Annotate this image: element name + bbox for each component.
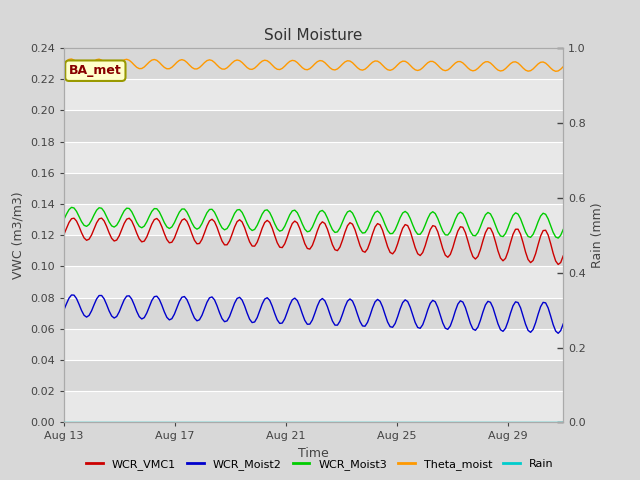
Bar xyxy=(64,360,563,391)
Legend: WCR_VMC1, WCR_Moist2, WCR_Moist3, Theta_moist, Rain: WCR_VMC1, WCR_Moist2, WCR_Moist3, Theta_… xyxy=(82,455,558,474)
Bar xyxy=(64,48,563,79)
Y-axis label: VWC (m3/m3): VWC (m3/m3) xyxy=(12,192,24,279)
Bar xyxy=(64,266,563,298)
Bar xyxy=(64,391,563,422)
Text: BA_met: BA_met xyxy=(69,64,122,77)
Bar xyxy=(64,298,563,329)
Bar xyxy=(64,142,563,173)
Bar xyxy=(64,173,563,204)
Title: Soil Moisture: Soil Moisture xyxy=(264,28,363,43)
Bar xyxy=(64,329,563,360)
Bar xyxy=(64,79,563,110)
Bar xyxy=(64,235,563,266)
Bar xyxy=(64,110,563,142)
X-axis label: Time: Time xyxy=(298,447,329,460)
Y-axis label: Rain (mm): Rain (mm) xyxy=(591,203,604,268)
Bar xyxy=(64,204,563,235)
